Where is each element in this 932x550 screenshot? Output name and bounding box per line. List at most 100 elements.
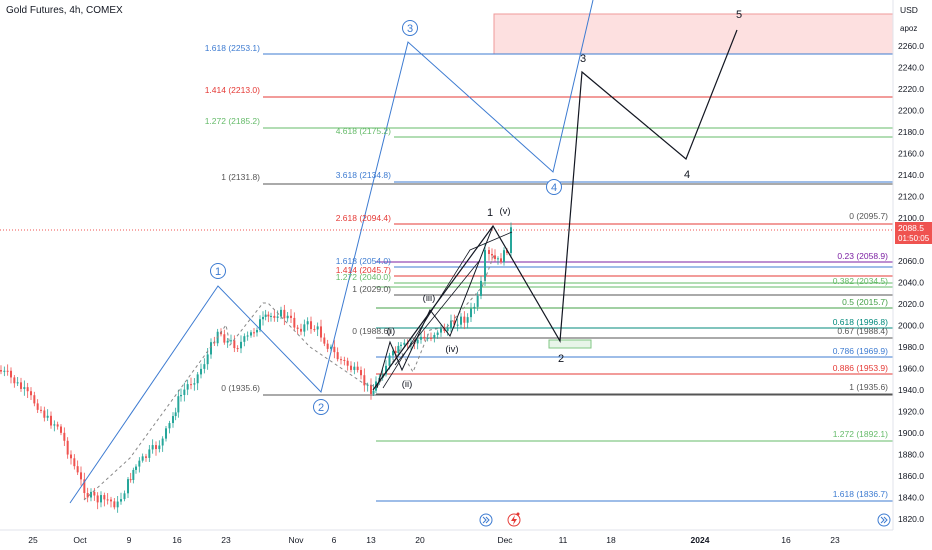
candle-body	[168, 423, 171, 429]
price-tick: 1840.0	[898, 493, 924, 503]
fib-mid-label: 1 (2029.0)	[352, 284, 391, 294]
wave-label-minor-iii: (iii)	[423, 293, 436, 304]
fib-retracement-right-labels: 0 (2095.7) 0.23 (2058.9) 0.382 (2034.5) …	[833, 211, 888, 499]
candle-body	[264, 314, 267, 317]
candle-body	[306, 321, 309, 325]
candle-body	[243, 336, 246, 342]
candle-body	[226, 340, 229, 343]
candle-body	[494, 255, 496, 259]
candle-body	[370, 384, 372, 394]
candle-body	[366, 384, 369, 386]
blue-wave-path	[69, 0, 594, 504]
price-tick: 1900.0	[898, 428, 924, 438]
time-axis-ticks: 25 Oct 9 16 23 Nov 6 13 20 Dec 11 18 2024 16 23	[28, 535, 840, 545]
candle-body	[96, 495, 99, 503]
candle-body	[436, 332, 439, 335]
fib-right-label: 0.382 (2034.5)	[833, 276, 888, 286]
candle-body	[106, 499, 109, 501]
candle-body	[200, 368, 202, 375]
wave-label-primary-5: 5	[736, 9, 742, 21]
axis-currency: USD	[900, 5, 918, 15]
candle-body	[363, 375, 366, 386]
time-tick: 18	[606, 535, 616, 545]
candle-body	[56, 424, 59, 427]
time-tick: Oct	[73, 535, 87, 545]
candle-body	[423, 336, 426, 339]
fib-right-label: 0.886 (1953.9)	[833, 363, 888, 373]
candle-body	[453, 320, 456, 325]
candle-body	[86, 493, 89, 498]
candle-body	[446, 327, 449, 331]
time-axis[interactable]	[0, 530, 932, 550]
primary-wave-labels: 1 2 3 4 5	[487, 9, 742, 365]
time-tick: 16	[172, 535, 182, 545]
channel-lower-line	[394, 259, 481, 366]
candle-body	[276, 316, 279, 318]
candle-body	[177, 396, 180, 413]
plot-area[interactable]	[0, 0, 893, 530]
candle-body	[290, 315, 292, 318]
candle-body	[270, 315, 272, 317]
candle-body	[116, 501, 119, 508]
candle-body	[397, 345, 400, 353]
price-tick: 1980.0	[898, 342, 924, 352]
candle-body	[484, 250, 486, 281]
candle-body	[151, 445, 154, 450]
time-tick: 20	[415, 535, 425, 545]
candle-body	[510, 227, 512, 253]
candle-body	[246, 335, 249, 337]
candle-body	[426, 337, 429, 339]
candle-body	[138, 460, 141, 467]
candle-body	[43, 410, 46, 418]
candle-body	[356, 366, 359, 371]
candle-body	[480, 280, 482, 296]
candle-body	[460, 316, 462, 325]
candle-body	[33, 395, 36, 404]
candle-body	[120, 499, 122, 502]
price-tick: 2120.0	[898, 192, 924, 202]
fib-mid-label: 1.414 (2045.7)	[336, 265, 391, 275]
fib-left-label: 1.272 (2185.2)	[205, 116, 260, 126]
candle-body	[440, 327, 442, 333]
candle-body	[267, 314, 270, 317]
candle-body	[190, 384, 192, 386]
candle-body	[283, 309, 286, 319]
candle-body	[416, 339, 419, 344]
scroll-to-realtime-icon[interactable]	[877, 513, 891, 527]
price-axis[interactable]	[893, 0, 932, 530]
wave-label-minor-i: (i)	[387, 326, 395, 337]
candle-body	[450, 320, 452, 328]
candle-body	[23, 387, 26, 389]
candle-body	[83, 479, 86, 494]
fib-right-label: 0.23 (2058.9)	[837, 251, 888, 261]
candle-body	[63, 432, 66, 441]
candle-body	[113, 501, 116, 508]
jump-icon-left[interactable]	[479, 513, 493, 527]
candle-body	[80, 472, 82, 480]
candle-body	[76, 466, 79, 473]
wave-label-primary-1: 1	[487, 207, 493, 219]
price-tick: 2040.0	[898, 278, 924, 288]
wave-label-circled-4: 4	[551, 182, 557, 194]
candle-body	[240, 341, 242, 349]
candle-body	[236, 348, 239, 350]
candle-body	[30, 391, 32, 396]
price-tick: 1920.0	[898, 407, 924, 417]
fib-lines	[0, 53, 893, 502]
fib-right-label: 1.272 (1892.1)	[833, 429, 888, 439]
fib-right-label: 1.618 (1836.7)	[833, 489, 888, 499]
wave-label-circled-2: 2	[318, 402, 324, 414]
candle-body	[141, 456, 144, 461]
candle-body	[350, 365, 352, 370]
fib-mid-label: 1.272 (2040.0)	[336, 272, 391, 282]
fib-right-label: 0.67 (1988.4)	[837, 326, 888, 336]
lightning-icon[interactable]	[507, 512, 521, 527]
time-tick: 6	[332, 535, 337, 545]
minor-wave-labels: (i) (ii) (iii) (iv) (v)	[387, 206, 511, 390]
fib-mid-label: 2.618 (2094.4)	[336, 213, 391, 223]
candle-body	[456, 324, 459, 326]
price-tick: 1880.0	[898, 450, 924, 460]
black-wave-path	[372, 29, 738, 391]
candle-body	[346, 360, 349, 366]
